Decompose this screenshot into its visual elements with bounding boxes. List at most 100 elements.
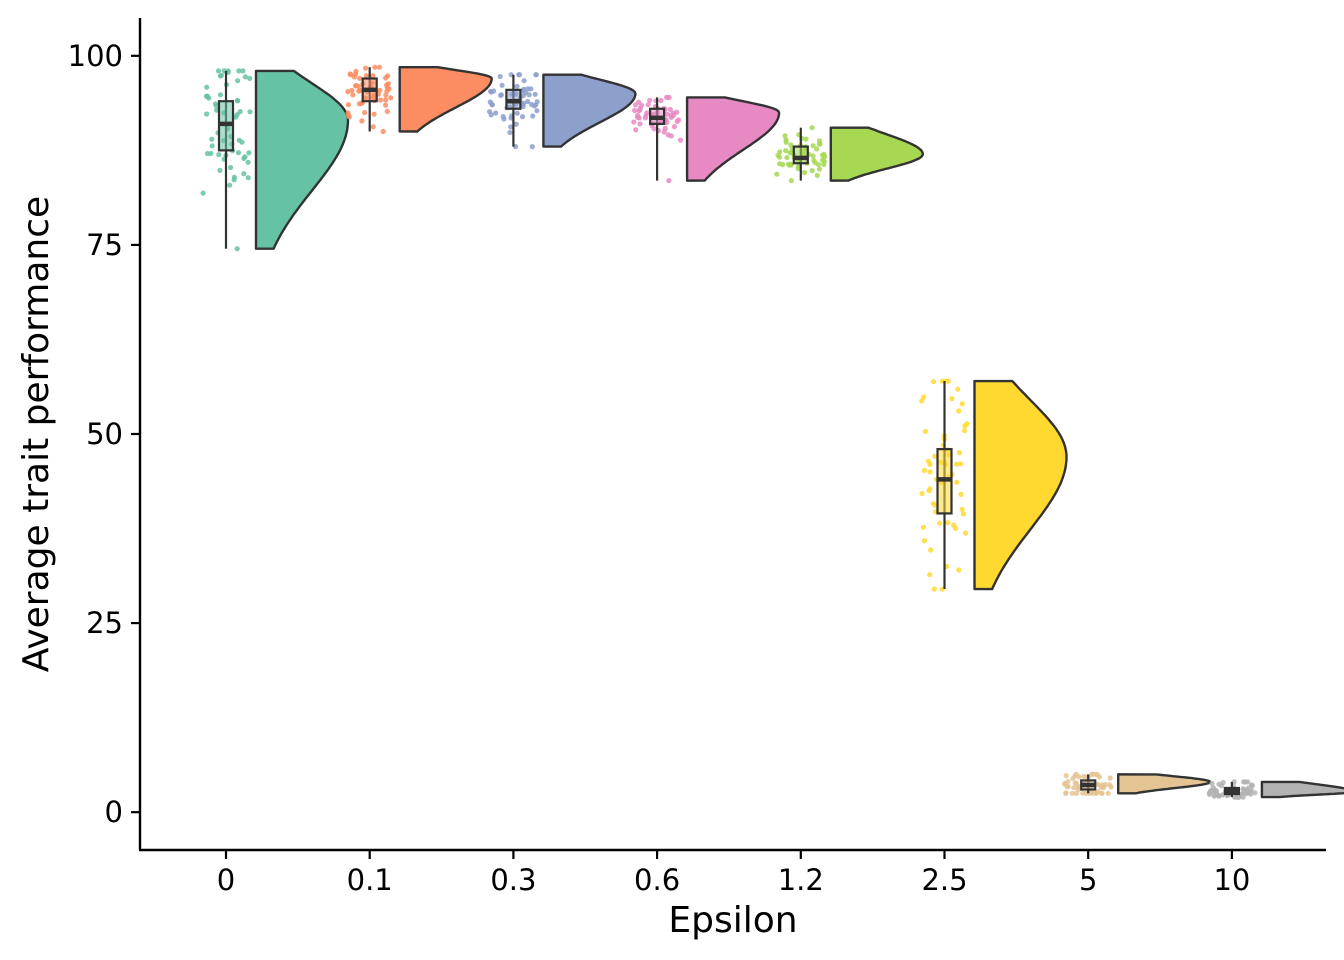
jitter-point (534, 108, 540, 114)
jitter-point (958, 461, 964, 467)
jitter-point (945, 378, 951, 384)
jitter-point (209, 136, 215, 142)
jitter-point (809, 168, 815, 174)
density-cloud-2.5 (973, 379, 1068, 591)
jitter-point (388, 95, 394, 101)
jitter-point (1064, 784, 1070, 790)
jitter-point (217, 167, 223, 173)
jitter-point (1209, 780, 1215, 786)
jitter-point (956, 408, 962, 414)
jitter-point (383, 97, 389, 103)
jitter-point (962, 530, 969, 536)
jitter-point (810, 153, 816, 159)
jitter-point (647, 97, 653, 103)
jitter-point (788, 142, 794, 148)
jitter-point (523, 90, 529, 96)
jitter-point (383, 102, 389, 108)
jitter-point (1099, 790, 1105, 796)
jitter-point (525, 99, 531, 105)
x-tick-label: 5 (1079, 863, 1097, 897)
jitter-point (208, 150, 214, 157)
jitter-point (380, 128, 386, 135)
jitter-point (959, 506, 965, 512)
jitter-point (507, 129, 513, 136)
jitter-point (930, 501, 937, 507)
jitter-point (236, 137, 242, 143)
jitter-point (376, 64, 382, 70)
jitter-point (487, 109, 493, 115)
jitter-point (215, 68, 222, 74)
jitter-point (932, 453, 938, 459)
jitter-point (359, 118, 365, 124)
jitter-point (242, 154, 248, 160)
jitter-point (234, 112, 240, 118)
boxplot-layer (217, 67, 1241, 798)
jitter-point (921, 394, 927, 400)
jitter-point (803, 136, 809, 142)
jitter-point (774, 171, 780, 177)
jitter-point (371, 111, 377, 117)
density-cloud-0.6 (685, 96, 781, 182)
jitter-point (959, 401, 965, 407)
jitter-point (816, 166, 823, 172)
jitter-point (1063, 790, 1069, 796)
jitter-point (1105, 790, 1111, 796)
jitter-point (922, 428, 929, 434)
jitter-point (1211, 793, 1217, 799)
jitter-point (246, 150, 252, 156)
jitter-point (217, 73, 223, 79)
jitter-point (521, 78, 527, 84)
jitter-point (671, 124, 678, 130)
jitter-point (532, 91, 538, 97)
jitter-point (821, 159, 827, 165)
density-cloud-0 (254, 69, 350, 250)
jitter-point (956, 567, 962, 573)
jitter-point (231, 177, 237, 183)
jitter-point (949, 396, 955, 402)
jitter-point (926, 488, 932, 494)
jitter-point (780, 162, 786, 168)
jitter-point (631, 119, 637, 125)
jitter-point (812, 160, 818, 166)
jitter-point (1252, 790, 1258, 796)
jitter-point (632, 102, 639, 108)
jitter-point (931, 586, 937, 592)
jitter-point (637, 107, 643, 113)
jitter-point (385, 81, 391, 87)
jitter-point (936, 520, 943, 526)
jitter-point (661, 129, 667, 135)
density-cloud-0.3 (542, 73, 637, 148)
jitter-point (945, 520, 951, 526)
jitter-point (1216, 781, 1222, 787)
jitter-point (782, 133, 788, 139)
jitter-point (810, 143, 816, 149)
jitter-point (228, 164, 234, 171)
jitter-point (217, 92, 223, 98)
jitter-point (644, 110, 650, 116)
jitter-point (352, 83, 359, 89)
jitter-point (667, 106, 673, 113)
jitter-point (954, 479, 960, 485)
jitter-point (227, 182, 233, 188)
jitter-point (345, 89, 351, 95)
jitter-point (814, 146, 820, 152)
jitter-point (489, 101, 495, 108)
jitter-point (1247, 791, 1254, 797)
jitter-point (1220, 779, 1226, 786)
jitter-point (665, 132, 671, 138)
jitter-point (1075, 787, 1081, 793)
jitter-point (235, 78, 241, 84)
jitter-point (1063, 773, 1069, 779)
y-axis-title: Average trait performance (16, 196, 57, 672)
jitter-point (498, 92, 504, 98)
jitter-point (784, 155, 790, 161)
jitter-point (493, 110, 499, 116)
x-tick-label: 10 (1213, 863, 1250, 897)
jitter-point (775, 152, 781, 158)
jitter-point (664, 94, 670, 100)
jitter-point (632, 107, 638, 114)
jitter-point (1094, 771, 1100, 778)
jitter-point (235, 150, 242, 156)
jitter-point (520, 104, 526, 110)
